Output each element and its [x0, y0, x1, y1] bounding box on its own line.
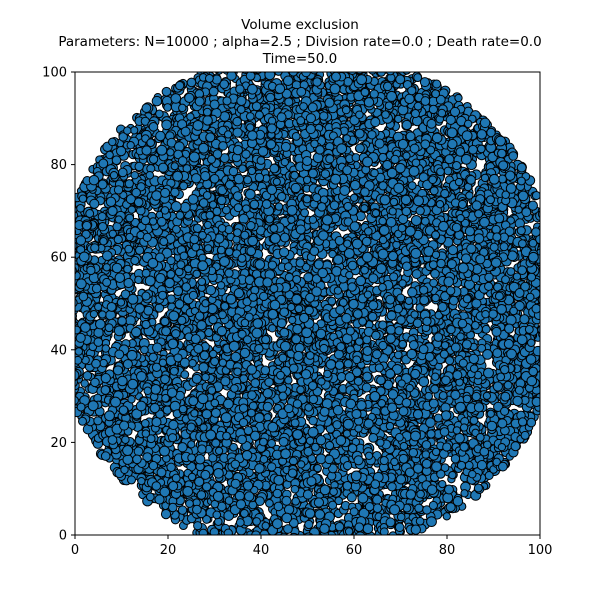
- cell-point: [539, 301, 540, 307]
- cell-point: [228, 534, 234, 535]
- cell-point: [359, 72, 367, 74]
- cell-point: [538, 256, 540, 264]
- cell-point: [378, 216, 387, 226]
- cell-point: [263, 413, 272, 422]
- cell-point: [75, 296, 76, 302]
- points-layer: [75, 72, 549, 535]
- cell-point: [539, 287, 540, 292]
- cell-point: [215, 72, 224, 75]
- cell-point: [432, 79, 442, 89]
- cell-point: [411, 269, 422, 280]
- cell-point: [539, 258, 540, 261]
- cell-point: [362, 335, 372, 345]
- cell-point: [368, 433, 379, 443]
- cell-point: [362, 371, 373, 382]
- chart-time-label: Time=50.0: [262, 51, 338, 67]
- cell-point: [367, 311, 378, 322]
- chart-subtitle: Parameters: N=10000 ; alpha=2.5 ; Divisi…: [58, 34, 542, 50]
- cell-point: [375, 72, 383, 74]
- cell-point: [541, 285, 549, 293]
- cell-point: [331, 72, 337, 74]
- cell-point: [372, 494, 383, 505]
- cell-point: [539, 217, 540, 221]
- cell-point: [324, 534, 331, 535]
- cell-point: [279, 532, 288, 535]
- cell-point: [373, 72, 379, 73]
- chart-title-block: Volume exclusion Parameters: N=10000 ; a…: [0, 17, 600, 68]
- chart-title: Volume exclusion: [241, 17, 359, 33]
- cell-point: [538, 389, 540, 397]
- cell-point: [538, 291, 540, 298]
- cell-point: [538, 215, 540, 222]
- cell-point: [438, 479, 447, 489]
- cell-point: [368, 72, 377, 75]
- cell-point: [214, 72, 220, 74]
- cell-point: [75, 270, 77, 277]
- cell-point: [388, 531, 398, 535]
